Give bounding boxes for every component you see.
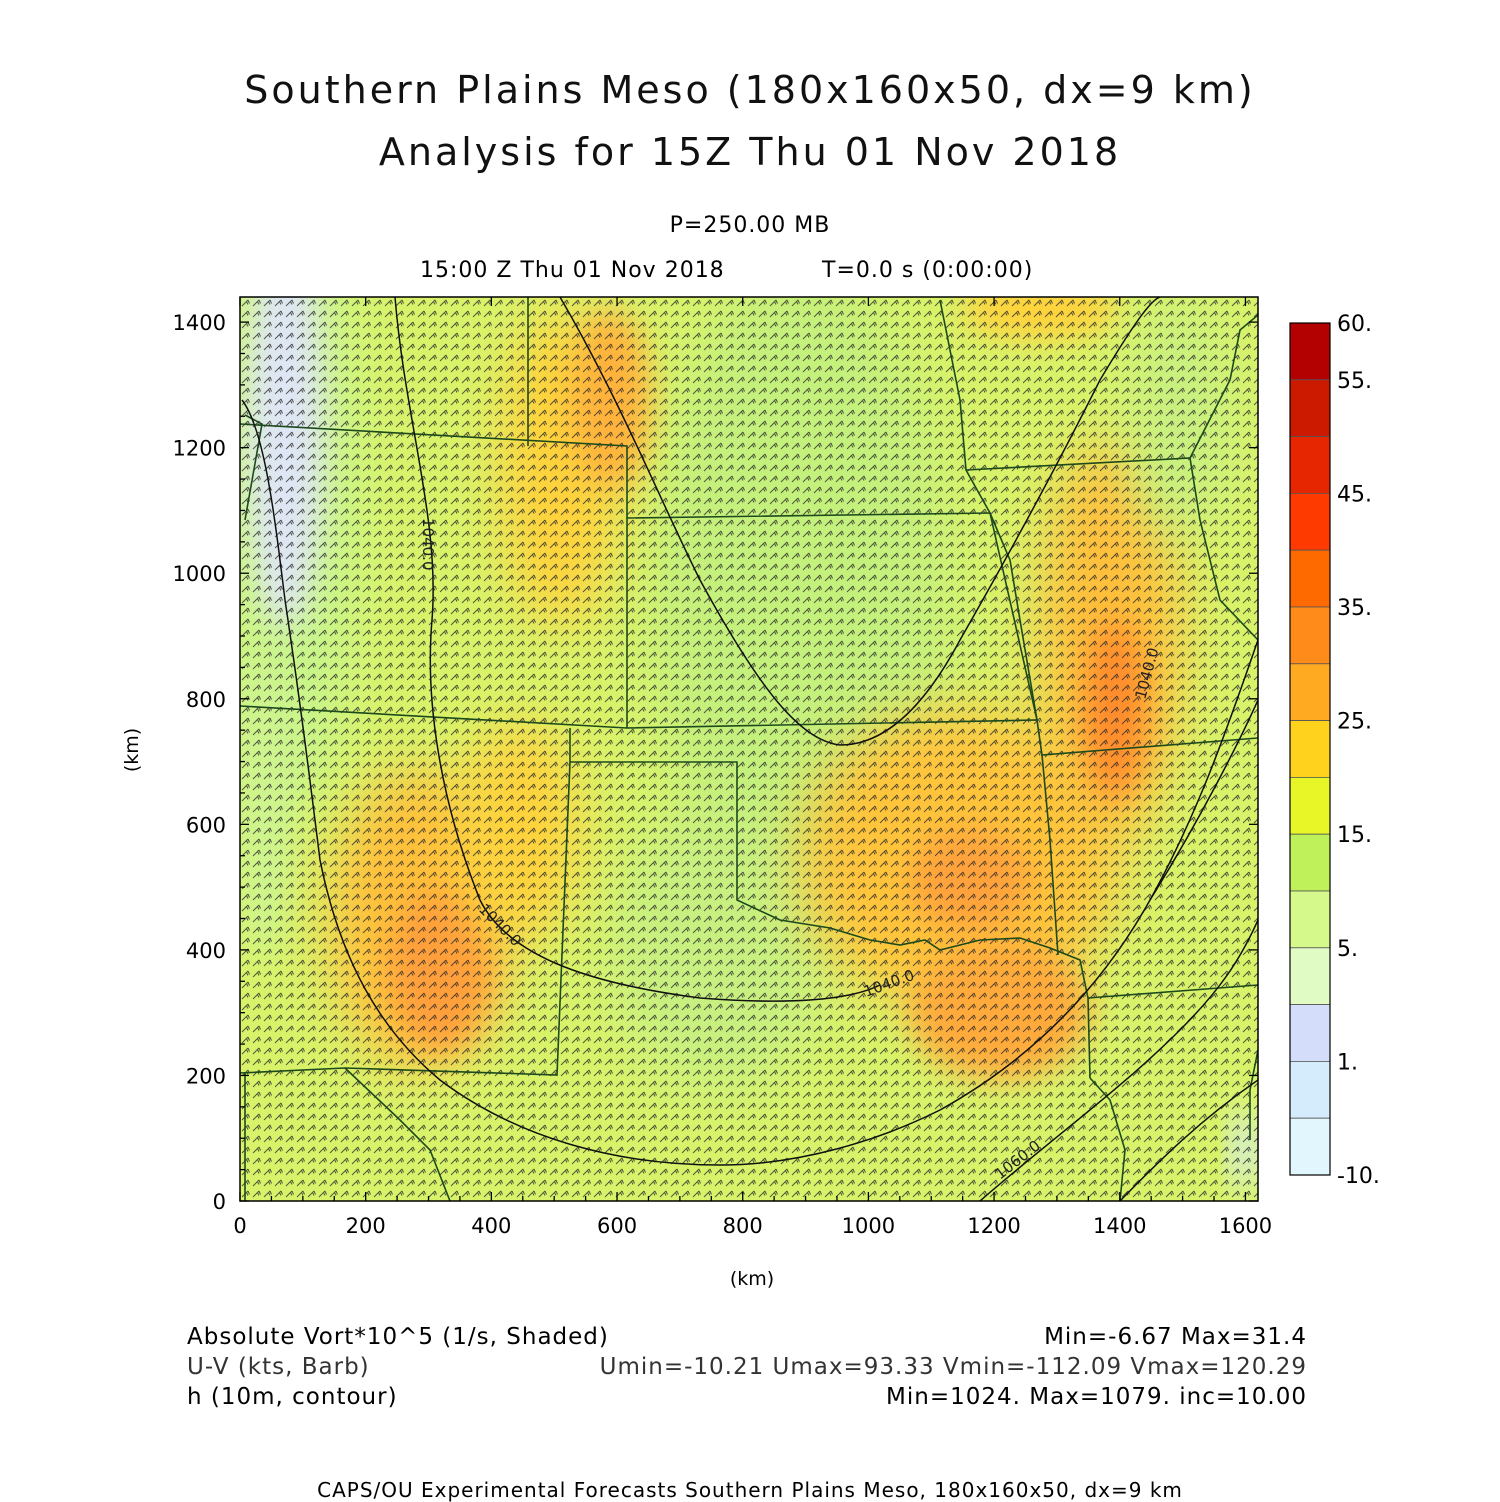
colorbar-swatch — [1289, 379, 1331, 437]
footer-field-height: h (10m, contour) — [187, 1384, 398, 1410]
colorbar-swatch — [1289, 947, 1331, 1005]
y-tick-label: 1000 — [173, 562, 226, 586]
y-axis-tick-labels: 0 200 400 600 800 1000 1200 1400 — [173, 311, 226, 1214]
footer-vorticity-stats: Min=-6.67 Max=31.4 — [1044, 1324, 1307, 1350]
x-tick-label: 800 — [723, 1214, 763, 1238]
colorbar-label: 1. — [1337, 1050, 1358, 1075]
colorbar-label: 15. — [1337, 823, 1372, 848]
colorbar-label: 25. — [1337, 710, 1372, 735]
colorbar-label: 55. — [1337, 369, 1372, 394]
colorbar-label: 5. — [1337, 937, 1358, 962]
footer-wind-stats: Umin=-10.21 Umax=93.33 Vmin=-112.09 Vmax… — [599, 1354, 1307, 1380]
y-tick-label: 800 — [186, 688, 226, 712]
x-tick-label: 400 — [471, 1214, 511, 1238]
y-axis-label: (km) — [121, 728, 143, 772]
colorbar-swatch — [1289, 549, 1331, 608]
valid-time-label: 15:00 Z Thu 01 Nov 2018 — [420, 258, 725, 283]
colorbar-swatch — [1289, 1117, 1331, 1176]
title-line-1: Southern Plains Meso (180x160x50, dx=9 k… — [244, 68, 1256, 112]
height-contours — [241, 297, 1258, 1201]
state-boundaries — [240, 297, 1258, 1201]
colorbar-swatch — [1289, 1061, 1331, 1119]
colorbar-swatch — [1289, 720, 1331, 778]
colorbar-label: 35. — [1337, 596, 1372, 621]
x-tick-label: 1200 — [967, 1214, 1020, 1238]
colorbar-swatch — [1289, 663, 1331, 721]
y-tick-label: 400 — [186, 939, 226, 963]
contour-label-west: 1040.0 — [419, 518, 437, 571]
forecast-time-label: T=0.0 s (0:00:00) — [822, 258, 1034, 283]
colorbar-swatch — [1289, 492, 1331, 551]
colorbar-swatch — [1289, 777, 1331, 835]
credit-line: CAPS/OU Experimental Forecasts Southern … — [317, 1478, 1183, 1502]
colorbar-frame — [1289, 322, 1331, 1176]
footer-height-stats: Min=1024. Max=1079. inc=10.00 — [886, 1384, 1307, 1410]
y-tick-label: 0 — [213, 1190, 226, 1214]
pressure-level-label: P=250.00 MB — [669, 213, 831, 238]
plot-frame — [239, 296, 1259, 1202]
colorbar-labels: 60. 55. 45. 35. 25. 15. 5. 1. -10. — [1337, 312, 1380, 1189]
footer-field-wind: U-V (kts, Barb) — [187, 1354, 370, 1380]
colorbar-label: -10. — [1337, 1164, 1380, 1189]
colorbar-swatch — [1289, 606, 1331, 665]
y-tick-label: 600 — [186, 813, 226, 837]
title-line-2: Analysis for 15Z Thu 01 Nov 2018 — [378, 130, 1122, 174]
footer-field-vorticity: Absolute Vort*10^5 (1/s, Shaded) — [187, 1324, 609, 1350]
colorbar-swatch — [1289, 322, 1331, 381]
y-tick-label: 200 — [186, 1064, 226, 1088]
x-axis-label: (km) — [730, 1268, 774, 1290]
x-axis-tick-labels: 0 200 400 600 800 1000 1200 1400 1600 — [233, 1214, 1272, 1238]
y-axis-ticks — [240, 321, 1258, 1202]
x-tick-label: 1400 — [1093, 1214, 1146, 1238]
x-tick-label: 600 — [597, 1214, 637, 1238]
colorbar-label: 45. — [1337, 482, 1372, 507]
x-tick-label: 200 — [346, 1214, 386, 1238]
colorbar-label: 60. — [1337, 312, 1372, 337]
x-tick-label: 1600 — [1219, 1214, 1272, 1238]
y-tick-label: 1200 — [173, 437, 226, 461]
x-tick-label: 0 — [233, 1214, 246, 1238]
y-tick-label: 1400 — [173, 311, 226, 335]
x-axis-ticks — [239, 297, 1247, 1201]
x-tick-label: 1000 — [842, 1214, 895, 1238]
vorticity-shading — [240, 297, 1258, 1201]
colorbar-swatch — [1289, 890, 1331, 949]
colorbar — [1289, 322, 1331, 1176]
colorbar-swatch — [1289, 436, 1331, 494]
colorbar-swatch — [1289, 833, 1331, 892]
colorbar-swatch — [1289, 1004, 1331, 1062]
